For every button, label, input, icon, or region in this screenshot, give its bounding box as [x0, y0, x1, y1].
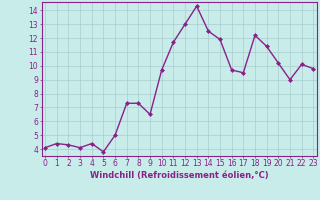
- X-axis label: Windchill (Refroidissement éolien,°C): Windchill (Refroidissement éolien,°C): [90, 171, 268, 180]
